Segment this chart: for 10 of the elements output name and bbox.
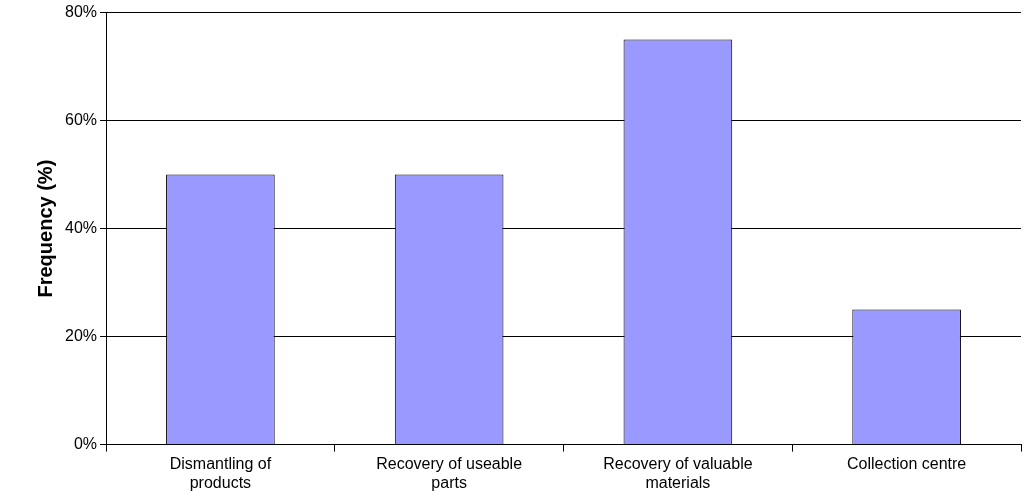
x-tick-label: Collection centre [847, 454, 967, 472]
y-axis-title: Frequency (%) [33, 159, 56, 298]
x-tick-label: Dismantling of products [169, 454, 272, 491]
x-tick-label: Recovery of valuable materials [603, 454, 753, 491]
x-tick-label: Recovery of useable parts [376, 454, 523, 491]
y-tick-label: 80% [64, 3, 98, 21]
y-tick-label: 40% [64, 219, 98, 237]
y-tick-label: 0% [73, 435, 98, 453]
y-tick-label: 20% [64, 327, 98, 345]
y-tick-label: 60% [64, 111, 98, 129]
